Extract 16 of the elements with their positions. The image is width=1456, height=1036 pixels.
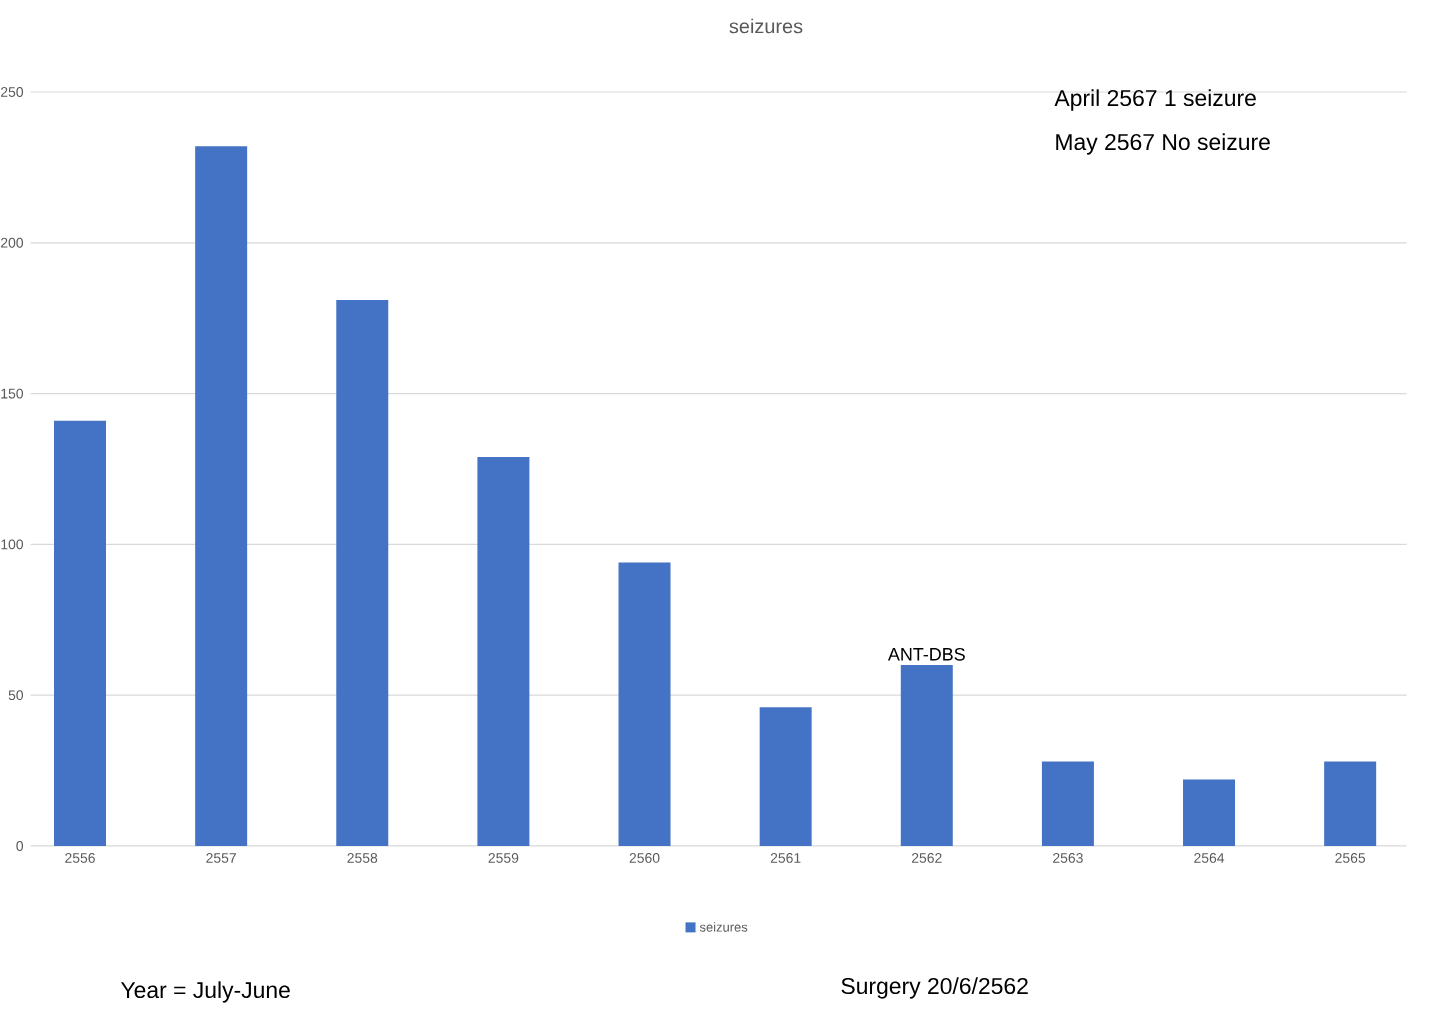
bar bbox=[54, 420, 107, 846]
bar bbox=[477, 456, 530, 846]
annotation: April 2567 1 seizure bbox=[1054, 89, 1256, 111]
text: Year = July-June bbox=[120, 981, 290, 1003]
bar bbox=[1324, 761, 1377, 846]
annotation: ANT-DBS bbox=[887, 647, 965, 661]
bar bbox=[759, 707, 812, 846]
bar bbox=[336, 300, 389, 846]
chart-title: seizures bbox=[729, 18, 803, 34]
annotation: May 2567 No seizure bbox=[1056, 133, 1270, 155]
bar bbox=[900, 665, 953, 846]
bar bbox=[1041, 761, 1094, 846]
bar bbox=[195, 146, 248, 846]
bar bbox=[618, 562, 671, 846]
text: Surgery 20/6/2562 bbox=[841, 977, 1028, 999]
bar bbox=[1183, 779, 1236, 846]
